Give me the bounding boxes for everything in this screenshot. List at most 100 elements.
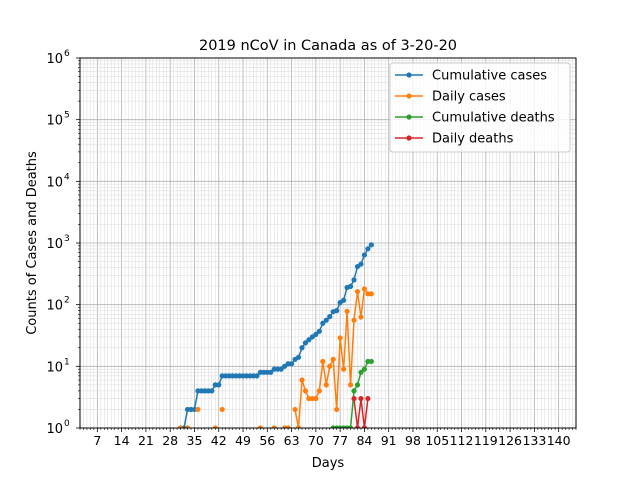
y-tick-label: 10 bbox=[46, 299, 63, 314]
y-tick-label: 10 bbox=[46, 175, 63, 190]
data-point bbox=[358, 395, 364, 402]
y-tick-label: 10 bbox=[46, 237, 63, 252]
y-tick-label: 10 bbox=[46, 52, 63, 67]
data-point bbox=[347, 382, 354, 388]
data-point bbox=[351, 317, 357, 323]
data-point bbox=[361, 252, 368, 258]
series-layer bbox=[177, 242, 374, 428]
data-point bbox=[351, 395, 357, 402]
data-point bbox=[351, 277, 357, 283]
legend-label: Cumulative deaths bbox=[432, 111, 555, 126]
data-point bbox=[361, 366, 368, 372]
data-point bbox=[254, 373, 260, 379]
legend-marker bbox=[406, 72, 412, 78]
legend-entry: Cumulative deaths bbox=[395, 111, 555, 126]
legend-marker bbox=[406, 114, 412, 120]
data-point bbox=[302, 340, 309, 346]
y-tick-exponent: 2 bbox=[64, 296, 70, 306]
y-tick-exponent: 6 bbox=[64, 49, 70, 59]
x-tick-label: 49 bbox=[235, 433, 251, 448]
x-axis-label: Days bbox=[312, 456, 345, 471]
data-point bbox=[285, 425, 291, 428]
data-point bbox=[219, 406, 225, 413]
data-point bbox=[299, 377, 305, 383]
x-tick-label: 84 bbox=[356, 433, 372, 448]
data-point bbox=[368, 242, 374, 248]
x-tick-label: 70 bbox=[308, 433, 324, 448]
x-tick-label: 35 bbox=[187, 433, 203, 448]
data-point bbox=[327, 363, 333, 369]
data-point bbox=[316, 328, 322, 334]
data-point bbox=[299, 345, 305, 351]
x-tick-label: 98 bbox=[405, 433, 421, 448]
data-point bbox=[365, 246, 371, 252]
data-point bbox=[323, 317, 329, 323]
data-point bbox=[316, 388, 322, 394]
data-point bbox=[278, 366, 284, 372]
y-tick-exponent: 1 bbox=[64, 357, 70, 367]
data-point bbox=[209, 388, 215, 394]
data-point bbox=[358, 369, 364, 375]
data-point bbox=[368, 358, 374, 365]
data-point bbox=[334, 406, 340, 413]
data-point bbox=[341, 297, 347, 303]
data-point bbox=[354, 288, 361, 295]
x-tick-label: 42 bbox=[211, 433, 227, 448]
legend-entry: Daily cases bbox=[395, 90, 506, 105]
legend-marker bbox=[406, 135, 412, 141]
legend-label: Cumulative cases bbox=[432, 69, 547, 84]
x-tick-label: 119 bbox=[474, 433, 498, 448]
data-point bbox=[320, 320, 326, 326]
data-point bbox=[306, 337, 312, 343]
legend-label: Daily deaths bbox=[432, 132, 514, 147]
data-point bbox=[257, 425, 263, 428]
y-tick-label: 10 bbox=[46, 360, 63, 375]
data-point bbox=[361, 425, 368, 428]
data-point bbox=[354, 425, 361, 428]
data-point bbox=[216, 382, 222, 388]
data-point bbox=[354, 382, 361, 388]
x-tick-label: 133 bbox=[522, 433, 546, 448]
series-3 bbox=[351, 395, 371, 428]
y-tick-label: 10 bbox=[46, 422, 63, 437]
legend-frame bbox=[389, 62, 571, 153]
x-tick-label: 112 bbox=[450, 433, 474, 448]
data-point bbox=[365, 395, 371, 402]
y-tick-label: 10 bbox=[46, 114, 63, 129]
data-point bbox=[292, 406, 298, 413]
legend-entry: Daily deaths bbox=[395, 132, 514, 147]
data-point bbox=[347, 425, 354, 428]
data-point bbox=[330, 356, 336, 362]
x-tick-label: 28 bbox=[162, 433, 178, 448]
data-point bbox=[313, 395, 319, 402]
series-1 bbox=[177, 286, 374, 428]
x-tick-label: 7 bbox=[93, 433, 101, 448]
data-point bbox=[327, 314, 333, 320]
data-point bbox=[320, 358, 326, 365]
data-point bbox=[323, 382, 329, 388]
x-tick-label: 56 bbox=[259, 433, 275, 448]
data-point bbox=[337, 335, 343, 341]
series-2 bbox=[330, 358, 374, 428]
data-point bbox=[288, 361, 295, 367]
data-point bbox=[351, 388, 357, 394]
legend-label: Daily cases bbox=[432, 90, 506, 105]
data-point bbox=[368, 291, 374, 297]
x-tick-label: 140 bbox=[547, 433, 571, 448]
y-tick-exponent: 4 bbox=[64, 172, 70, 182]
x-tick-label: 77 bbox=[332, 433, 348, 448]
data-point bbox=[334, 308, 340, 314]
x-tick-label: 63 bbox=[284, 433, 300, 448]
data-point bbox=[302, 388, 309, 394]
data-point bbox=[195, 406, 201, 413]
data-point bbox=[341, 366, 347, 372]
legend-entry: Cumulative cases bbox=[395, 69, 547, 84]
y-tick-exponent: 3 bbox=[64, 234, 70, 244]
data-point bbox=[361, 286, 368, 292]
legend-marker bbox=[406, 93, 412, 99]
data-point bbox=[184, 425, 191, 428]
chart-title: 2019 nCoV in Canada as of 3-20-20 bbox=[199, 38, 457, 54]
